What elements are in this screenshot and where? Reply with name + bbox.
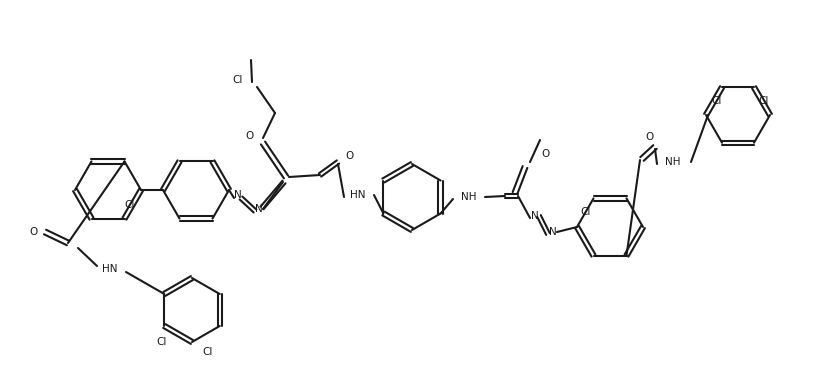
Text: N: N [255, 204, 263, 214]
Text: NH: NH [461, 192, 477, 202]
Text: Cl: Cl [156, 337, 167, 347]
Text: Cl: Cl [759, 96, 769, 106]
Text: O: O [30, 227, 38, 237]
Text: O: O [346, 151, 354, 161]
Text: HN: HN [350, 190, 366, 200]
Text: N: N [234, 190, 242, 200]
Text: NH: NH [665, 157, 681, 167]
Text: Cl: Cl [580, 207, 591, 218]
Text: HN: HN [102, 264, 118, 274]
Text: Cl: Cl [712, 96, 722, 106]
Text: Cl: Cl [124, 200, 135, 210]
Text: N: N [531, 211, 539, 221]
Text: Cl: Cl [203, 347, 213, 357]
Text: O: O [246, 131, 254, 141]
Text: Cl: Cl [233, 75, 243, 85]
Text: O: O [646, 132, 654, 142]
Text: O: O [541, 149, 549, 159]
Text: N: N [549, 227, 557, 237]
